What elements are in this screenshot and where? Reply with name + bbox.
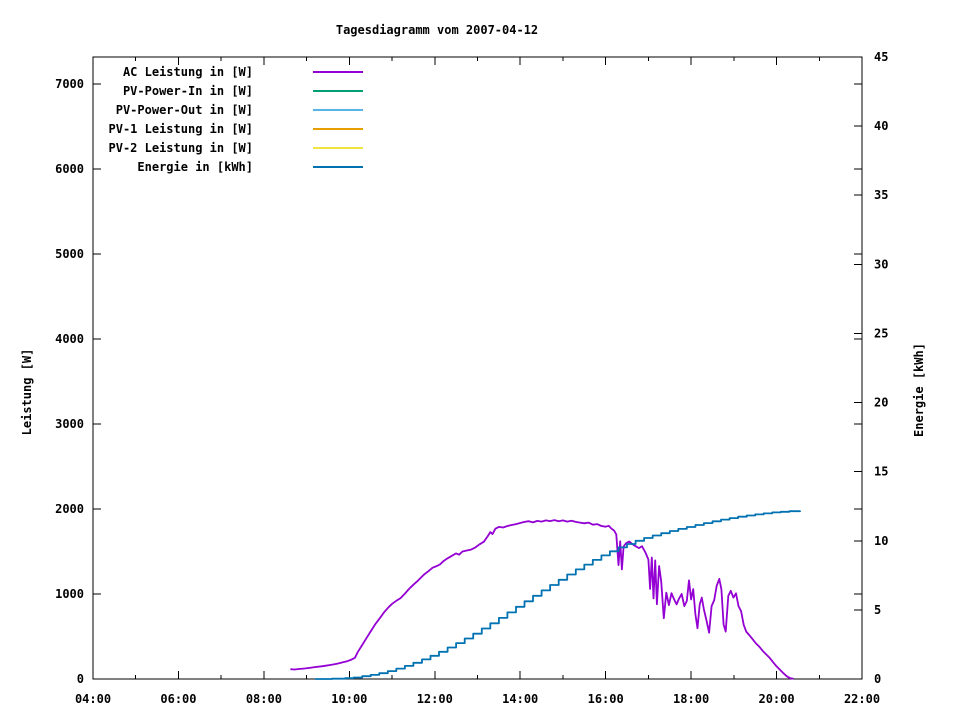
y-left-tick-label: 7000 — [55, 77, 84, 91]
legend-item-label: PV-Power-Out in [W] — [115, 102, 253, 117]
series-line-ac-leistung-in-w — [290, 519, 794, 680]
y-right-tick-label: 5 — [874, 603, 881, 617]
y-right-axis-title: Energie [kWh] — [912, 343, 926, 437]
y-right-tick-label: 30 — [874, 257, 888, 271]
x-tick-label: 12:00 — [417, 692, 453, 706]
y-left-tick-label: 6000 — [55, 162, 84, 176]
legend-item: PV-Power-In in [W] — [95, 81, 363, 100]
y-right-tick-label: 25 — [874, 326, 888, 340]
series-line-energie-in-kwh — [315, 510, 801, 680]
y-right-tick-label: 40 — [874, 119, 888, 133]
legend-line-swatch — [313, 127, 363, 130]
y-right-tick-label: 0 — [874, 672, 881, 686]
y-left-tick-label: 0 — [77, 672, 84, 686]
legend-line-swatch — [313, 108, 363, 111]
y-left-tick-label: 3000 — [55, 417, 84, 431]
x-tick-label: 08:00 — [246, 692, 282, 706]
y-left-axis-title: Leistung [W] — [20, 348, 34, 436]
x-tick-label: 10:00 — [331, 692, 367, 706]
legend-item: AC Leistung in [W] — [95, 62, 363, 81]
x-tick-label: 16:00 — [588, 692, 624, 706]
y-left-tick-label: 5000 — [55, 247, 84, 261]
legend-item: Energie in [kWh] — [95, 157, 363, 176]
legend-line-swatch — [313, 70, 363, 73]
legend-item: PV-2 Leistung in [W] — [95, 138, 363, 157]
y-right-tick-label: 15 — [874, 465, 888, 479]
x-tick-label: 18:00 — [673, 692, 709, 706]
y-left-tick-label: 4000 — [55, 332, 84, 346]
legend-line-swatch — [313, 146, 363, 149]
y-right-tick-label: 45 — [874, 50, 888, 64]
x-tick-label: 20:00 — [758, 692, 794, 706]
legend-item-label: PV-Power-In in [W] — [122, 83, 253, 98]
legend-item-label: AC Leistung in [W] — [122, 64, 253, 79]
x-tick-label: 06:00 — [160, 692, 196, 706]
legend: AC Leistung in [W] PV-Power-In in [W] PV-P… — [95, 62, 363, 176]
x-tick-label: 22:00 — [844, 692, 880, 706]
legend-item: PV-Power-Out in [W] — [95, 100, 363, 119]
x-tick-label: 14:00 — [502, 692, 538, 706]
chart-title: Tagesdiagramm vom 2007-04-12 — [335, 23, 539, 37]
y-left-tick-label: 1000 — [55, 587, 84, 601]
legend-item: PV-1 Leistung in [W] — [95, 119, 363, 138]
legend-line-swatch — [313, 165, 363, 168]
legend-item-label: PV-1 Leistung in [W] — [108, 121, 254, 136]
x-tick-label: 04:00 — [75, 692, 111, 706]
y-right-tick-label: 10 — [874, 534, 888, 548]
y-right-tick-label: 20 — [874, 396, 888, 410]
legend-line-swatch — [313, 89, 363, 92]
y-right-tick-label: 35 — [874, 188, 888, 202]
y-left-tick-label: 2000 — [55, 502, 84, 516]
legend-item-label: PV-2 Leistung in [W] — [108, 140, 254, 155]
legend-item-label: Energie in [kWh] — [137, 159, 253, 174]
